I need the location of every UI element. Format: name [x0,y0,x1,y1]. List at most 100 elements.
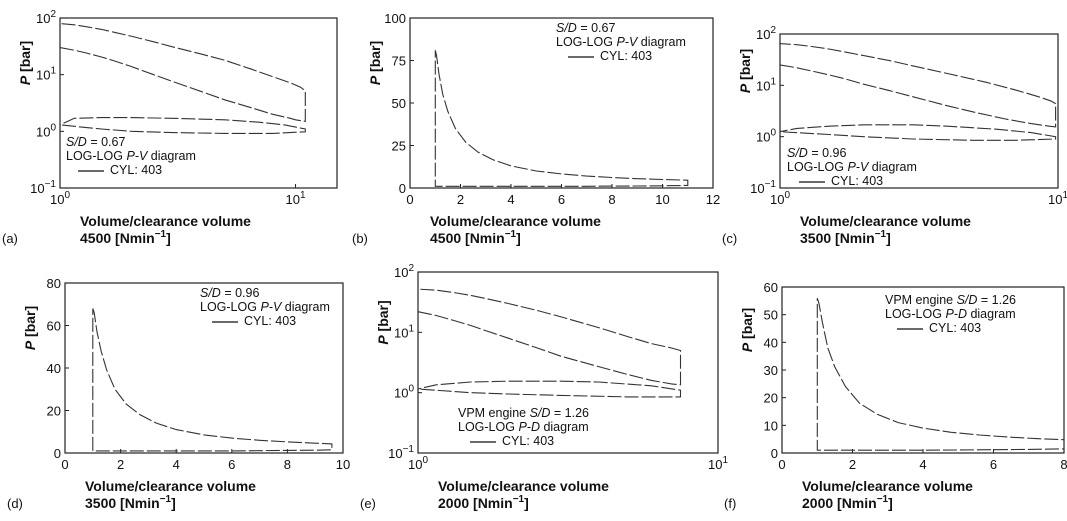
series-curve [434,50,689,187]
y-axis-label: P [bar] [739,308,755,352]
y-tick-label: 10 [764,418,778,433]
panel-letter: (d) [7,496,23,511]
x-tick-label: 6 [990,457,997,472]
y-tick-label: 20 [764,391,778,406]
series-curve [779,43,1057,141]
x-tick-label: 101 [286,190,306,207]
y-axis-label: P [bar] [22,306,38,350]
y-tick-label: 25 [392,139,406,154]
x-tick-label: 10 [336,457,350,472]
x-tick-label: 8 [608,192,615,207]
x-axis-label: Volume/clearance volume [430,213,601,229]
x-tick-label: 0 [61,457,68,472]
legend-line-0: S/D = 0.67 [66,135,125,149]
chart-panel-f: 0 2 4 6 8 0 10 20 30 40 50 60 P [bar] Volume/clearanc… [724,280,1067,511]
panel-letter: (c) [722,231,737,246]
y-tick-label: 100 [394,384,414,401]
legend-line-0: S/D = 0.96 [200,286,259,300]
y-tick-label: 0 [54,446,61,461]
x-tick-label: 4 [507,192,514,207]
y-tick-label: 102 [394,263,414,280]
x-tick-label: 2 [849,457,856,472]
x-axis-label: Volume/clearance volume [80,213,251,229]
y-tick-label: 10−1 [30,179,56,196]
speed-label: 3500 [Nmin−1] [85,494,176,511]
y-tick-label: 10−1 [388,444,414,461]
y-tick-label: 0 [771,446,778,461]
series-curve [92,308,333,452]
x-tick-label: 6 [228,457,235,472]
y-tick-label: 0 [399,181,406,196]
y-tick-label: 102 [36,9,56,26]
y-tick-label: 40 [47,361,61,376]
y-axis-label: P [bar] [375,300,391,344]
y-tick-label: 40 [764,335,778,350]
legend-line-2: CYL: 403 [244,314,296,328]
legend-line-1: LOG-LOG P-D diagram [458,420,589,434]
speed-label: 4500 [Nmin−1] [430,229,521,246]
panel-letter: (a) [2,231,18,246]
x-tick-label: 100 [50,190,70,207]
x-tick-label: 100 [770,190,790,207]
x-tick-label: 4 [173,457,180,472]
panel-letter: (e) [360,496,376,511]
panel-letter: (f) [724,496,736,511]
y-tick-label: 102 [756,25,776,42]
speed-label: 4500 [Nmin−1] [80,229,171,246]
legend-line-0: S/D = 0.96 [787,146,846,160]
series-curve [816,297,1065,451]
speed-label: 2000 [Nmin−1] [438,494,529,511]
x-axis-label: Volume/clearance volume [800,213,971,229]
y-tick-label: 100 [36,122,56,139]
y-tick-label: 50 [764,308,778,323]
legend-line-0: VPM engine S/D = 1.26 [458,406,589,420]
y-tick-label: 60 [47,319,61,334]
x-tick-label: 8 [1060,457,1067,472]
y-tick-label: 101 [394,323,414,340]
legend-line-2: CYL: 403 [929,321,981,335]
speed-label: 2000 [Nmin−1] [802,494,893,511]
x-tick-label: 4 [919,457,926,472]
legend-line-2: CYL: 403 [831,174,883,188]
x-tick-label: 101 [708,455,728,472]
legend-line-2: CYL: 403 [502,434,554,448]
x-tick-label: 101 [1048,190,1067,207]
x-tick-label: 100 [408,455,428,472]
x-axis-label: Volume/clearance volume [438,478,609,494]
chart-panel-d: 0 2 4 6 8 10 0 20 40 60 80 P [bar] Volume/clearance … [7,276,350,511]
y-tick-label: 101 [756,76,776,93]
y-tick-label: 30 [764,363,778,378]
y-tick-label: 20 [47,404,61,419]
legend-line-2: CYL: 403 [600,49,652,63]
x-tick-label: 8 [284,457,291,472]
legend-line-0: S/D = 0.67 [556,21,615,35]
y-tick-label: 100 [756,128,776,145]
legend-line-0: VPM engine S/D = 1.26 [885,293,1016,307]
x-tick-label: 12 [706,192,720,207]
x-tick-label: 6 [558,192,565,207]
y-tick-label: 75 [392,54,406,69]
speed-label: 3500 [Nmin−1] [800,229,891,246]
x-tick-label: 0 [406,192,413,207]
y-tick-label: 101 [36,66,56,83]
legend-line-1: LOG-LOG P-D diagram [885,307,1016,321]
x-tick-label: 10 [655,192,669,207]
y-tick-label: 100 [384,11,406,26]
y-tick-label: 60 [764,280,778,295]
series-curve [417,288,682,398]
panel-letter: (b) [352,231,368,246]
y-axis-label: P [bar] [367,41,383,85]
y-tick-label: 10−1 [750,179,776,196]
x-tick-label: 2 [117,457,124,472]
y-axis-label: P [bar] [17,41,33,85]
x-axis-label: Volume/clearance volume [802,478,973,494]
legend-line-1: LOG-LOG P-V diagram [66,149,196,163]
legend-line-2: CYL: 403 [110,163,162,177]
y-axis-label: P [bar] [737,49,753,93]
